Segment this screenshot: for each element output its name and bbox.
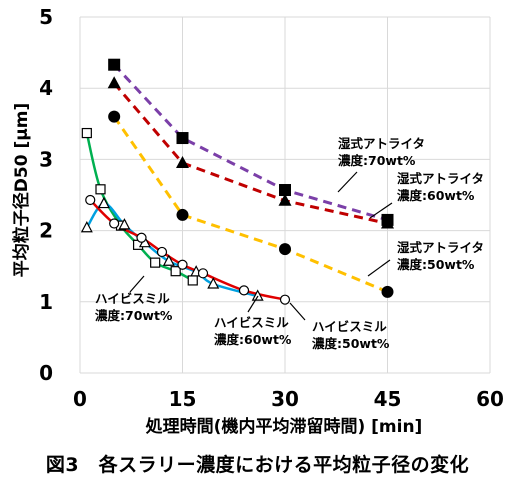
data-point-s5 bbox=[109, 218, 120, 229]
grid-lines bbox=[79, 16, 491, 374]
data-point-s1 bbox=[176, 155, 189, 168]
annotation-leader bbox=[337, 171, 358, 193]
data-point-s3 bbox=[81, 127, 92, 139]
annotation-label: 濃度:50wt% bbox=[397, 257, 475, 272]
data-point-s4 bbox=[97, 196, 110, 209]
data-point-s3 bbox=[170, 266, 181, 277]
x-tick-label: 60 bbox=[476, 387, 504, 411]
annotation-leaders bbox=[129, 171, 393, 321]
x-tick-label: 45 bbox=[374, 387, 402, 411]
annotation-leader bbox=[367, 259, 391, 277]
annotation-leader bbox=[247, 295, 259, 313]
annotation-label: 湿式アトライタ bbox=[397, 240, 484, 255]
annotation-label: 濃度:60wt% bbox=[214, 332, 292, 347]
data-point-s4 bbox=[251, 289, 264, 301]
annotation-label: ハイビスミル bbox=[312, 319, 387, 334]
y-tick-label: 3 bbox=[39, 147, 53, 171]
data-point-s5 bbox=[85, 194, 96, 206]
annotation-label: ハイビスミル bbox=[95, 291, 170, 306]
annotation-leader bbox=[289, 302, 306, 321]
y-axis-label: 平均粒子径D50 [μm] bbox=[11, 103, 32, 277]
figure-caption: 図3 各スラリー濃度における平均粒子径の変化 bbox=[45, 454, 470, 476]
y-tick-label: 5 bbox=[39, 5, 53, 29]
annotation-label: 湿式アトライタ bbox=[397, 171, 484, 186]
data-point-s4 bbox=[118, 218, 131, 230]
data-point-s0 bbox=[279, 184, 291, 197]
annotation-label: 湿式アトライタ bbox=[338, 136, 425, 151]
data-point-s5 bbox=[197, 268, 209, 279]
data-point-s2 bbox=[381, 285, 394, 298]
annotation-leader bbox=[129, 275, 145, 293]
annotation-label: 濃度:70wt% bbox=[338, 153, 416, 168]
annotations: 湿式アトライタ濃度:70wt%湿式アトライタ濃度:60wt%湿式アトライタ濃度:… bbox=[95, 136, 484, 351]
data-point-s4 bbox=[80, 220, 93, 233]
data-point-s5 bbox=[136, 232, 147, 243]
data-point-s1 bbox=[278, 193, 292, 206]
data-point-s5 bbox=[177, 259, 188, 270]
data-point-s5 bbox=[279, 294, 291, 305]
particle-size-chart: 湿式アトライタ濃度:70wt%湿式アトライタ濃度:60wt%湿式アトライタ濃度:… bbox=[11, 5, 504, 437]
y-tick-label: 0 bbox=[39, 361, 53, 385]
annotation-label: ハイビスミル bbox=[214, 315, 289, 330]
y-tick-label: 4 bbox=[39, 76, 53, 100]
data-point-s1 bbox=[107, 76, 121, 89]
annotation-label: 濃度:60wt% bbox=[397, 188, 475, 203]
annotation-label: 濃度:70wt% bbox=[95, 308, 173, 323]
series-line-4 bbox=[85, 202, 258, 298]
data-point-s3 bbox=[95, 184, 106, 195]
series-line-2 bbox=[112, 115, 389, 294]
series-lines bbox=[85, 63, 389, 301]
x-tick-label: 15 bbox=[169, 387, 197, 411]
annotation-label: 濃度:50wt% bbox=[312, 336, 390, 351]
data-point-s3 bbox=[187, 275, 198, 286]
series-markers bbox=[80, 58, 394, 305]
y-tick-label: 2 bbox=[39, 219, 53, 243]
data-point-s0 bbox=[108, 58, 121, 71]
data-point-s0 bbox=[176, 132, 189, 145]
x-axis-label: 処理時間(機内平均滞留時間) [min] bbox=[145, 416, 423, 437]
series-line-1 bbox=[113, 82, 388, 225]
data-point-s3 bbox=[150, 257, 161, 268]
data-point-s2 bbox=[279, 243, 291, 256]
annotation-leader bbox=[369, 202, 393, 219]
y-tick-label: 1 bbox=[39, 290, 53, 314]
data-point-s1 bbox=[381, 216, 394, 229]
series-line-0 bbox=[113, 63, 388, 222]
data-point-s2 bbox=[176, 208, 189, 221]
x-tick-label: 30 bbox=[271, 387, 299, 411]
data-point-s2 bbox=[108, 110, 121, 123]
data-point-s5 bbox=[156, 246, 168, 258]
data-point-s4 bbox=[162, 254, 175, 266]
data-point-s4 bbox=[207, 277, 220, 289]
data-point-s5 bbox=[238, 285, 250, 296]
x-tick-label: 0 bbox=[73, 387, 87, 411]
